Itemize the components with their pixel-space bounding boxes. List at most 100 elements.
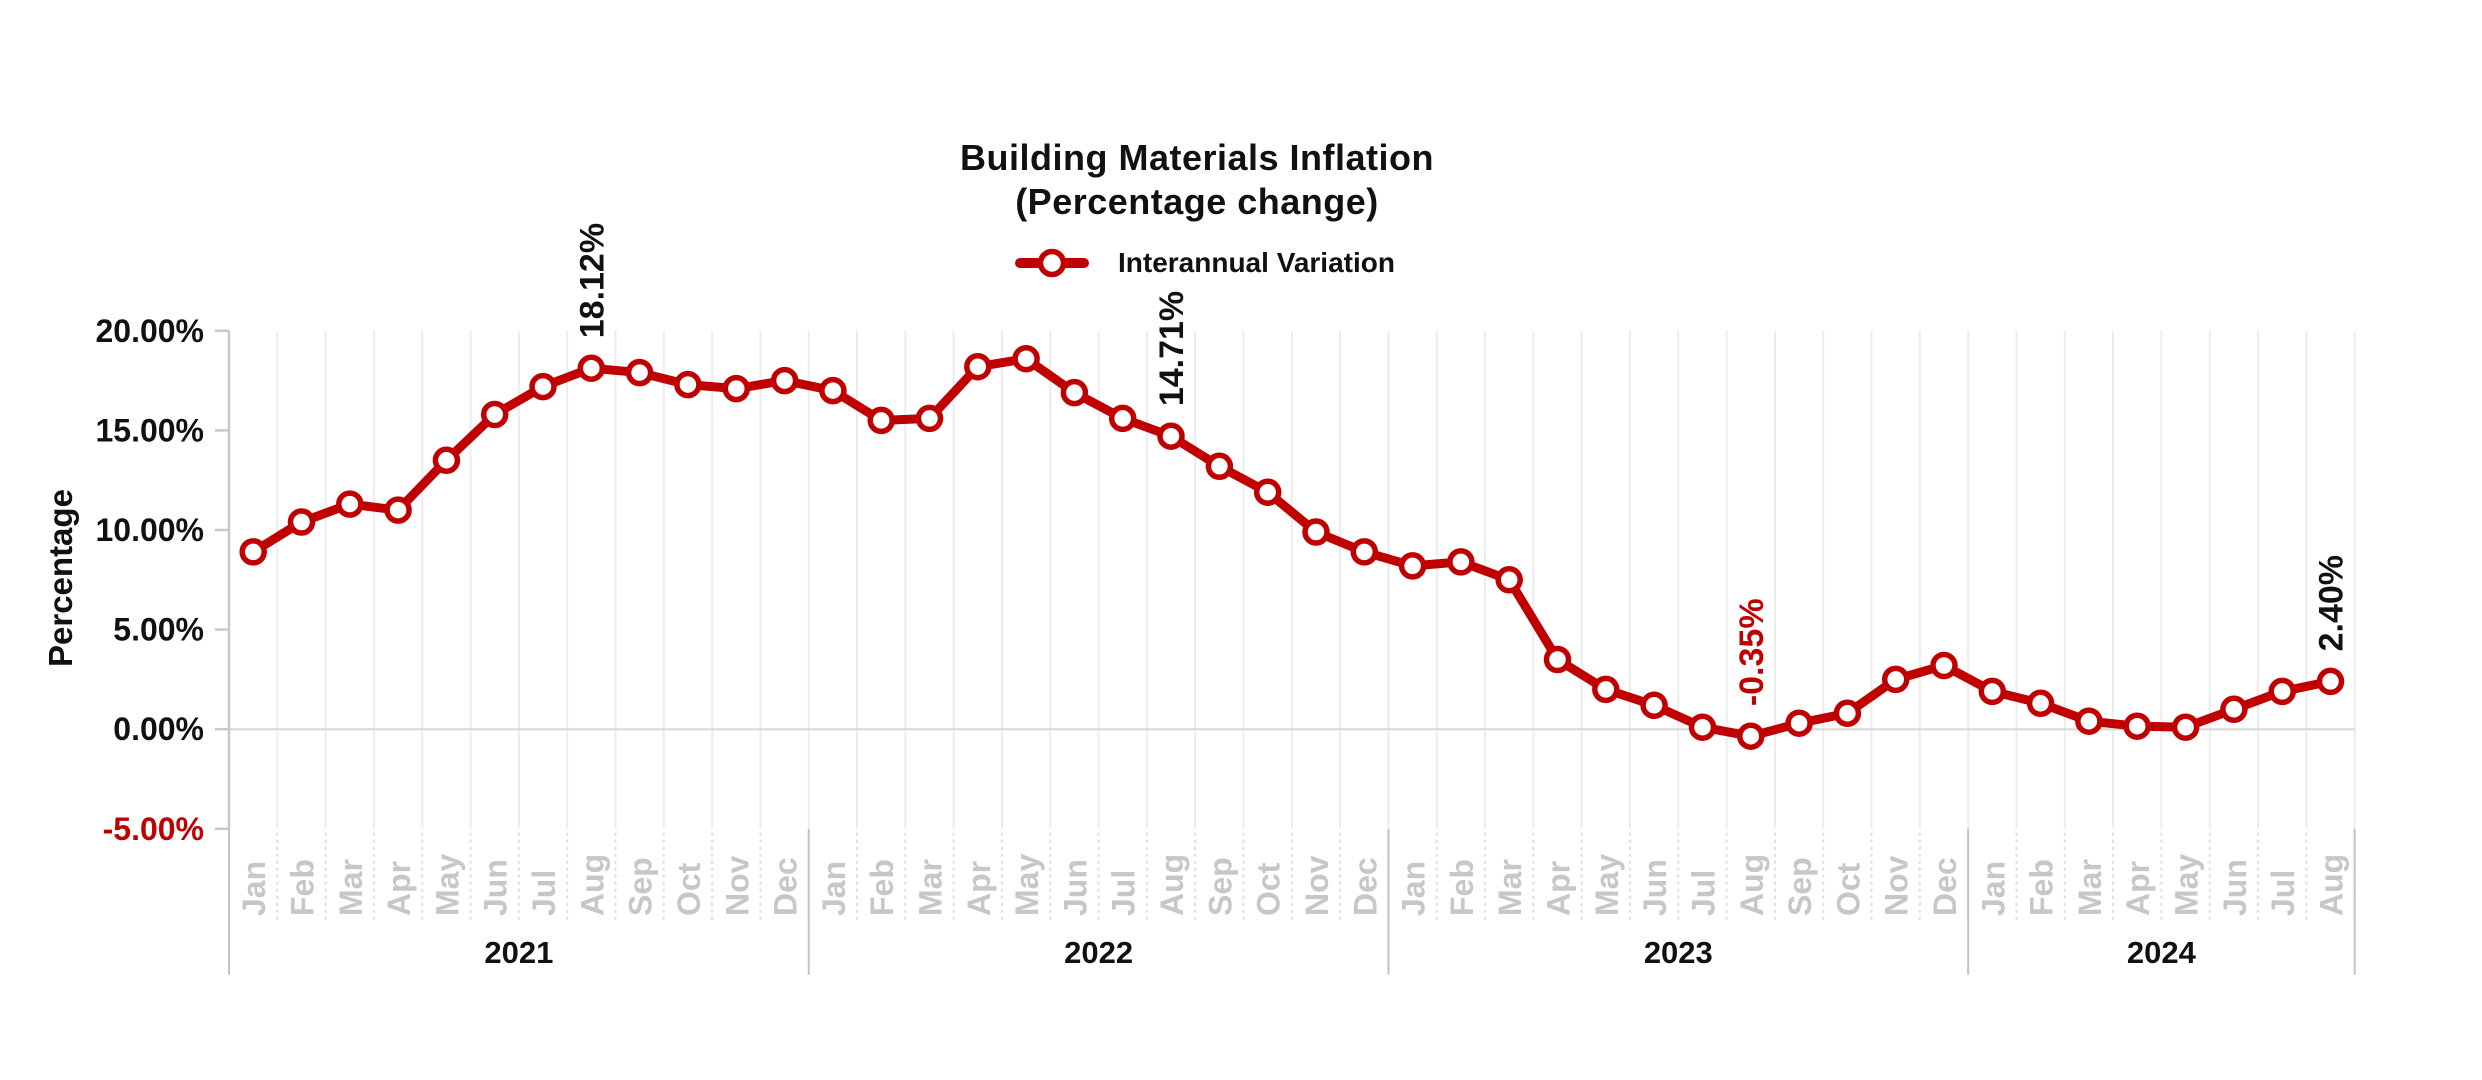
data-point-marker bbox=[770, 366, 799, 395]
y-tick-label: 5.00% bbox=[113, 612, 204, 648]
data-point-marker bbox=[1205, 452, 1234, 481]
month-label: Sep bbox=[1782, 857, 1818, 916]
month-label: May bbox=[429, 854, 465, 916]
month-label: Jul bbox=[1685, 870, 1721, 916]
month-label: Jan bbox=[236, 861, 272, 916]
data-point-marker bbox=[2075, 707, 2103, 735]
month-label: Mar bbox=[333, 859, 369, 916]
year-label: 2022 bbox=[1064, 935, 1133, 970]
month-label: Jun bbox=[1057, 859, 1093, 916]
month-label: Mar bbox=[1492, 859, 1528, 916]
data-point-marker bbox=[1350, 538, 1379, 566]
legend-series-label: Interannual Variation bbox=[1118, 247, 1395, 278]
data-point-marker bbox=[2026, 689, 2055, 718]
page-subtitle: (Percentage change) bbox=[1015, 181, 1379, 222]
data-point-marker bbox=[722, 374, 751, 403]
data-point-marker bbox=[1060, 378, 1089, 407]
y-tick-label: 15.00% bbox=[95, 412, 204, 448]
month-label: Apr bbox=[1541, 861, 1577, 916]
month-label: Jan bbox=[1975, 861, 2011, 916]
month-label: Jun bbox=[478, 859, 514, 916]
month-label: Aug bbox=[2313, 854, 2349, 916]
y-tick-label: 10.00% bbox=[95, 512, 204, 548]
data-point-marker bbox=[1688, 713, 1717, 741]
y-tick-label: 20.00% bbox=[95, 313, 204, 349]
data-point-marker bbox=[239, 538, 267, 566]
month-label: Jan bbox=[816, 861, 852, 916]
data-point-marker bbox=[1737, 722, 1765, 750]
data-point-marker bbox=[2220, 695, 2248, 724]
month-label: Aug bbox=[574, 854, 610, 916]
data-point-marker bbox=[529, 372, 557, 401]
month-label: Apr bbox=[381, 861, 417, 916]
data-point-marker bbox=[1398, 552, 1427, 580]
data-point-marker bbox=[1253, 478, 1282, 506]
data-point-marker bbox=[384, 496, 412, 524]
month-label: Oct bbox=[671, 862, 707, 916]
month-label: Feb bbox=[864, 859, 900, 916]
year-label: 2023 bbox=[1644, 935, 1713, 970]
month-label: Feb bbox=[1444, 859, 1480, 916]
annotation-label: -0.35% bbox=[1733, 598, 1771, 706]
data-point-marker bbox=[674, 370, 702, 399]
month-label: Aug bbox=[1734, 854, 1770, 916]
data-point-marker bbox=[1640, 691, 1668, 720]
month-label: May bbox=[2169, 854, 2205, 916]
data-point-marker bbox=[1495, 566, 1523, 594]
axis-title-y: Percentage bbox=[42, 489, 79, 667]
month-label: Apr bbox=[2120, 861, 2156, 916]
month-label: Mar bbox=[2072, 859, 2108, 916]
month-label: Dec bbox=[1927, 857, 1963, 916]
data-point-marker bbox=[2316, 667, 2345, 696]
data-point-marker bbox=[1157, 422, 1185, 450]
data-point-marker bbox=[432, 446, 461, 475]
data-point-marker bbox=[1447, 548, 1475, 576]
data-point-marker bbox=[915, 404, 944, 433]
data-point-marker bbox=[625, 358, 654, 387]
month-label: Sep bbox=[1202, 857, 1238, 916]
legend: Interannual Variation bbox=[1012, 240, 1395, 286]
month-label: Jan bbox=[1396, 861, 1432, 916]
month-label: Jul bbox=[2265, 870, 2301, 916]
month-label: Jul bbox=[1106, 870, 1142, 916]
data-point-marker bbox=[1302, 518, 1330, 546]
month-label: May bbox=[1009, 854, 1045, 916]
data-point-marker bbox=[1543, 645, 1572, 674]
month-label: May bbox=[1589, 854, 1625, 916]
data-point-marker bbox=[1108, 404, 1137, 433]
page-title: Building Materials Inflation bbox=[959, 137, 1435, 178]
data-point-marker bbox=[577, 354, 606, 382]
month-label: Mar bbox=[912, 859, 948, 916]
month-label: Apr bbox=[961, 861, 997, 916]
month-label: Nov bbox=[1879, 855, 1915, 916]
month-label: Nov bbox=[719, 855, 755, 916]
month-label: Nov bbox=[1299, 855, 1335, 916]
title-block: Building Materials Inflation (Percentage… bbox=[0, 136, 2394, 224]
data-point-marker bbox=[1785, 709, 1813, 737]
month-label: Dec bbox=[1347, 857, 1383, 916]
annotation-label: 14.71% bbox=[1153, 291, 1191, 406]
month-label: Oct bbox=[1251, 862, 1287, 916]
annotation-label: 2.40% bbox=[2312, 555, 2350, 651]
annotation-label: 18.12% bbox=[573, 223, 611, 338]
data-point-marker bbox=[1881, 665, 1910, 694]
data-point-marker bbox=[1592, 675, 1620, 704]
y-tick-label: -5.00% bbox=[103, 811, 204, 847]
data-point-marker bbox=[1978, 677, 2007, 706]
data-point-marker bbox=[1012, 344, 1040, 373]
data-point-marker bbox=[336, 490, 364, 518]
year-label: 2021 bbox=[484, 935, 553, 970]
month-label: Oct bbox=[1830, 862, 1866, 916]
month-label: Dec bbox=[768, 857, 804, 916]
data-point-marker bbox=[1833, 699, 1862, 728]
month-label: Jun bbox=[1637, 859, 1673, 916]
y-tick-label: 0.00% bbox=[113, 711, 204, 747]
data-point-marker bbox=[964, 352, 992, 381]
data-point-marker bbox=[867, 406, 895, 435]
month-label: Feb bbox=[2024, 859, 2060, 916]
month-label: Sep bbox=[623, 857, 659, 916]
data-point-marker bbox=[2123, 712, 2151, 740]
month-label: Jul bbox=[526, 870, 562, 916]
